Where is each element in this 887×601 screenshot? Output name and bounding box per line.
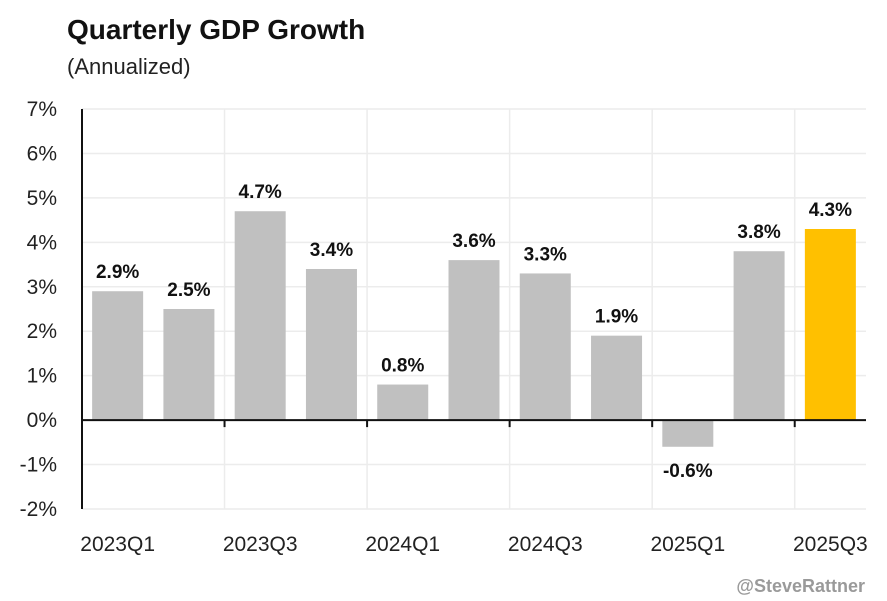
x-tick-label: 2024Q3: [508, 533, 583, 556]
bar-2025Q1: [662, 420, 714, 447]
data-label-2024Q1: 0.8%: [381, 356, 424, 377]
x-tick-label: 2025Q3: [793, 533, 868, 556]
axes: [81, 109, 866, 509]
data-label-2025Q2: 3.8%: [737, 222, 780, 243]
y-tick-label: 0%: [27, 409, 57, 432]
bar-2024Q1: [377, 384, 429, 421]
chart-title: Quarterly GDP Growth: [67, 14, 366, 45]
bar-2023Q3: [234, 211, 286, 421]
y-tick-label: 5%: [27, 187, 57, 210]
data-label-2023Q4: 3.4%: [310, 240, 353, 261]
x-tick-label: 2023Q1: [80, 533, 155, 556]
bar-2025Q3: [804, 229, 856, 421]
data-label-2023Q2: 2.5%: [167, 280, 210, 301]
bar-2024Q2: [448, 260, 500, 421]
y-tick-label: -2%: [20, 498, 57, 521]
data-label-2023Q1: 2.9%: [96, 262, 139, 283]
data-label-2023Q3: 4.7%: [239, 182, 282, 203]
bar-2023Q2: [163, 309, 215, 421]
data-label-2025Q1: -0.6%: [663, 461, 713, 482]
y-tick-label: 3%: [27, 276, 57, 299]
bar-2023Q1: [92, 291, 144, 421]
data-label-2024Q3: 3.3%: [524, 244, 567, 265]
y-tick-label: 6%: [27, 142, 57, 165]
y-tick-label: -1%: [20, 454, 57, 477]
data-labels: 2.9% 2.5% 4.7% 3.4% 0.8% 3.6% 3.3% 1.9% -0.6% 3.8…: [96, 182, 852, 482]
data-label-2024Q4: 1.9%: [595, 307, 638, 328]
data-label-2025Q3: 4.3%: [809, 200, 852, 221]
credit-handle: @SteveRattner: [736, 576, 865, 596]
x-tick-label: 2025Q1: [650, 533, 725, 556]
y-tick-label: 7%: [27, 98, 57, 121]
bar-2024Q4: [591, 335, 643, 421]
bars: [92, 211, 856, 447]
bar-2024Q3: [519, 273, 571, 421]
x-axis-ticks: 2023Q1 2023Q3 2024Q1 2024Q3 2025Q1 2025Q3: [80, 533, 867, 556]
y-tick-label: 1%: [27, 365, 57, 388]
bar-2023Q4: [305, 269, 357, 421]
x-tick-label: 2024Q1: [365, 533, 440, 556]
y-tick-label: 2%: [27, 320, 57, 343]
x-tick-label: 2023Q3: [223, 533, 298, 556]
data-label-2024Q2: 3.6%: [452, 231, 495, 252]
y-axis-ticks: 7% 6% 5% 4% 3% 2% 1% 0% -1% -2%: [20, 98, 57, 521]
y-tick-label: 4%: [27, 231, 57, 254]
chart-subtitle: (Annualized): [67, 54, 191, 79]
bar-2025Q2: [733, 251, 785, 421]
